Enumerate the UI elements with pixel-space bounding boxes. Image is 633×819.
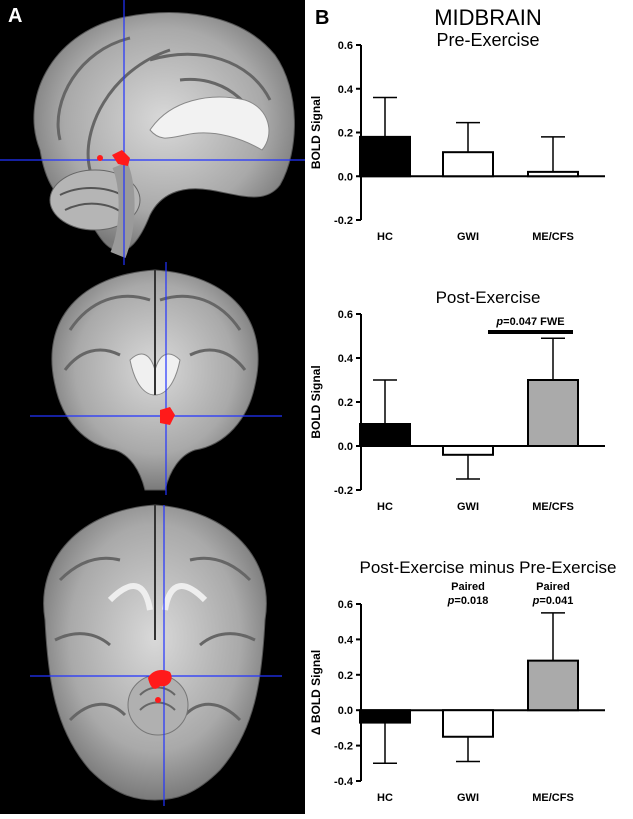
category-label: HC	[377, 792, 393, 804]
bar	[359, 709, 411, 724]
bar	[442, 709, 494, 738]
y-tick-label: 0.0	[338, 705, 353, 717]
y-tick-label: 0.0	[338, 441, 353, 453]
chart-title: Pre-Exercise	[436, 30, 539, 50]
bar	[527, 659, 579, 712]
bar	[442, 151, 494, 178]
sagittal-slice	[33, 12, 295, 258]
chart-title: Post-Exercise	[436, 288, 541, 307]
y-tick-label: 0.2	[338, 670, 353, 682]
chart-1: Pre-Exercise 0.6 0.4 0.2 0.0 -0.2 BOLD Signal H…	[309, 30, 605, 243]
y-axis-label: Δ BOLD Signal	[309, 650, 323, 735]
axial-slice	[43, 504, 267, 801]
charts-svg: MIDBRAIN Pre-Exercise 0.6 0.4 0.2 0.0 -0.2 BOL…	[309, 5, 616, 804]
chart-title: Post-Exercise minus Pre-Exercise	[360, 558, 617, 577]
category-label: ME/CFS	[532, 501, 574, 513]
y-tick-label: 0.4	[338, 634, 354, 646]
bar	[442, 445, 494, 456]
y-tick-label: 0.2	[338, 128, 353, 140]
chart-3: Post-Exercise minus Pre-Exercise 0.6 0.4 0.…	[309, 558, 616, 804]
panel-label-b: B	[315, 7, 330, 29]
category-label: HC	[377, 231, 393, 243]
y-tick-label: 0.0	[338, 171, 353, 183]
category-label: GWI	[457, 231, 479, 243]
y-tick-label: 0.4	[338, 353, 354, 365]
y-tick-label: -0.2	[334, 215, 353, 227]
main-title: MIDBRAIN	[434, 5, 542, 30]
category-label: GWI	[457, 792, 479, 804]
significance-label: p=0.047 FWE	[495, 316, 564, 328]
bar	[527, 170, 579, 178]
y-tick-label: -0.4	[334, 776, 354, 788]
y-axis-label: BOLD Signal	[309, 96, 323, 169]
y-tick-label: 0.4	[338, 84, 354, 96]
paired-label: Paired	[536, 581, 570, 593]
category-label: ME/CFS	[532, 231, 574, 243]
y-tick-label: -0.2	[334, 741, 353, 753]
category-label: GWI	[457, 501, 479, 513]
activation-cluster-axial	[148, 670, 172, 689]
chart-2: Post-Exercise 0.6 0.4 0.2 0.0 -0.2 BOLD Signal…	[309, 288, 605, 513]
y-tick-label: 0.2	[338, 397, 353, 409]
y-tick-label: 0.6	[338, 40, 353, 52]
category-label: HC	[377, 501, 393, 513]
paired-label: Paired	[451, 581, 485, 593]
bar	[359, 423, 411, 447]
brain-images-panel: A	[0, 0, 305, 814]
paired-p-value: p=0.041	[532, 595, 574, 607]
bar	[359, 135, 411, 178]
activation-cluster-coronal	[160, 407, 175, 425]
category-label: ME/CFS	[532, 792, 574, 804]
y-tick-label: -0.2	[334, 485, 353, 497]
paired-p-value: p=0.018	[447, 595, 489, 607]
bar-charts-panel: B MIDBRAIN Pre-Exercise 0.6 0.4 0.2 0.0 -0.2 B…	[305, 0, 633, 814]
y-axis-label: BOLD Signal	[309, 365, 323, 438]
activation-spot-axial	[155, 697, 161, 703]
bar	[527, 379, 579, 447]
activation-cluster-sagittal	[112, 150, 130, 166]
y-tick-label: 0.6	[338, 309, 353, 321]
y-tick-label: 0.6	[338, 599, 353, 611]
brain-slices	[0, 0, 305, 806]
activation-spot-sagittal	[97, 155, 103, 161]
coronal-slice	[51, 269, 259, 491]
panel-label-a: A	[8, 5, 23, 27]
